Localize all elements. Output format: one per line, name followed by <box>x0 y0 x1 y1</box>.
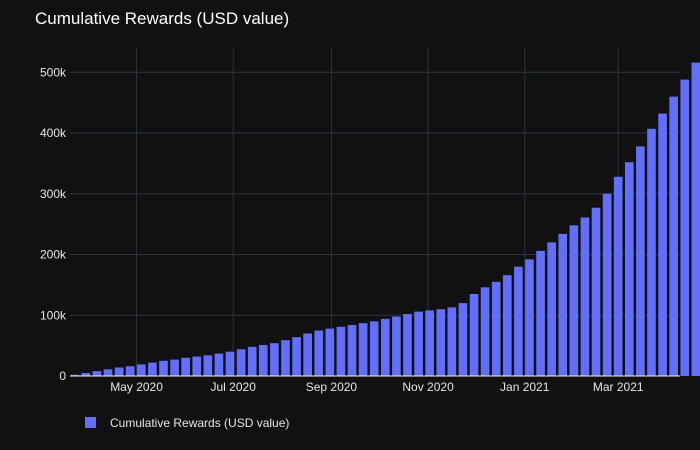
bar[interactable] <box>469 294 479 376</box>
bar[interactable] <box>613 176 623 376</box>
x-tick-label: Sep 2020 <box>306 380 358 394</box>
x-tick-label: Jul 2020 <box>211 380 257 394</box>
bar[interactable] <box>203 355 213 376</box>
bar[interactable] <box>358 323 368 376</box>
bar[interactable] <box>292 337 301 376</box>
bar[interactable] <box>436 309 446 376</box>
bar[interactable] <box>658 113 667 376</box>
x-tick-label: Mar 2021 <box>593 380 644 394</box>
grid-layer <box>70 48 680 376</box>
legend-swatch[interactable] <box>85 417 96 428</box>
bar[interactable] <box>369 321 379 376</box>
bar[interactable] <box>336 326 346 376</box>
bar[interactable] <box>480 287 490 376</box>
bar[interactable] <box>81 372 91 376</box>
bar[interactable] <box>624 162 634 376</box>
bar[interactable] <box>347 324 357 376</box>
bar[interactable] <box>70 374 80 376</box>
bar[interactable] <box>680 79 690 377</box>
bar[interactable] <box>514 266 523 376</box>
bar[interactable] <box>236 349 246 376</box>
bar[interactable] <box>125 366 135 376</box>
bar[interactable] <box>159 360 168 376</box>
bar[interactable] <box>458 303 468 376</box>
bar[interactable] <box>558 233 568 376</box>
x-tick-label: May 2020 <box>110 380 163 394</box>
bar[interactable] <box>258 345 268 376</box>
bar[interactable] <box>425 310 434 376</box>
y-tick-label: 500k <box>40 65 67 79</box>
y-tick-label: 100k <box>40 308 67 322</box>
y-tick-label: 200k <box>40 248 67 262</box>
bar[interactable] <box>281 340 290 376</box>
bar[interactable] <box>569 225 579 376</box>
bar[interactable] <box>602 193 612 376</box>
bar[interactable] <box>181 357 190 376</box>
bar[interactable] <box>270 343 279 376</box>
bar[interactable] <box>192 356 202 376</box>
bar[interactable] <box>303 333 312 376</box>
bar[interactable] <box>669 96 678 376</box>
bar[interactable] <box>636 146 645 376</box>
x-tick-label: Jan 2021 <box>500 380 550 394</box>
bar[interactable] <box>525 259 534 376</box>
bar[interactable] <box>114 367 124 376</box>
chart-title: Cumulative Rewards (USD value) <box>35 9 289 28</box>
bar[interactable] <box>214 353 224 376</box>
bar[interactable] <box>247 346 257 376</box>
bar[interactable] <box>148 362 157 376</box>
bar[interactable] <box>170 359 179 376</box>
bar[interactable] <box>447 307 457 376</box>
y-tick-label: 400k <box>40 126 67 140</box>
bar[interactable] <box>92 371 102 376</box>
y-tick-label: 300k <box>40 187 67 201</box>
bar[interactable] <box>536 250 545 376</box>
bar[interactable] <box>380 318 390 376</box>
bar[interactable] <box>591 207 601 376</box>
bar[interactable] <box>547 242 556 376</box>
bar[interactable] <box>225 351 235 376</box>
bar[interactable] <box>647 128 656 376</box>
y-tick-labels: 0 100k 200k 300k 400k 500k <box>40 65 67 383</box>
bar[interactable] <box>691 62 700 376</box>
y-tick-label: 0 <box>59 369 66 383</box>
bar[interactable] <box>491 281 501 376</box>
x-tick-label: Nov 2020 <box>402 380 454 394</box>
bar[interactable] <box>414 311 423 376</box>
bar[interactable] <box>403 314 412 376</box>
bar[interactable] <box>325 328 335 376</box>
bar[interactable] <box>580 217 590 376</box>
x-tick-labels: May 2020 Jul 2020 Sep 2020 Nov 2020 Jan 2021… <box>110 380 644 394</box>
legend-label[interactable]: Cumulative Rewards (USD value) <box>110 416 289 430</box>
bar[interactable] <box>502 275 512 376</box>
bar[interactable] <box>392 316 401 376</box>
bars-layer <box>70 62 700 377</box>
legend[interactable]: Cumulative Rewards (USD value) <box>85 416 289 430</box>
bar[interactable] <box>136 364 146 376</box>
bar[interactable] <box>314 330 324 376</box>
bar[interactable] <box>103 369 113 376</box>
